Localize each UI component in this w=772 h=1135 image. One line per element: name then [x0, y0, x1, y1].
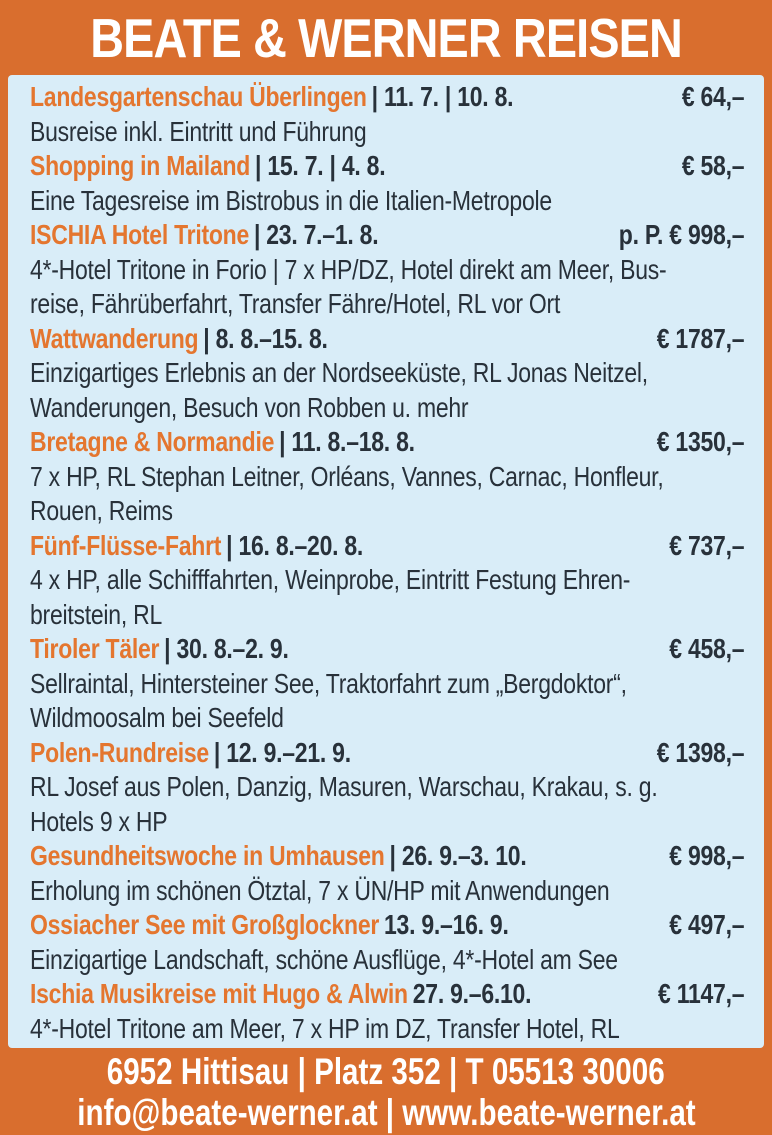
offers-list: Landesgartenschau Überlingen | 11. 7. | 1…: [30, 80, 745, 1046]
offer-price: € 1350,–: [656, 426, 745, 457]
offer-description: RL Josef aus Polen, Danzig, Masuren, War…: [30, 771, 658, 837]
offer-title: Polen-Rundreise: [30, 736, 209, 768]
offer-item: Fünf-Flüsse-Fahrt | 16. 8.–20. 8. € 737,–…: [30, 529, 745, 633]
offer-title-row: Shopping in Mailand | 15. 7. | 4. 8. € 58…: [30, 149, 745, 184]
offer-title-row: Ossiacher See mit Großglockner 13. 9.–16.…: [30, 908, 745, 943]
offer-item: Gesundheitswoche in Umhausen | 26. 9.–3. …: [30, 839, 745, 908]
offer-description: Einzigartiges Erlebnis an der Nordseeküs…: [30, 357, 648, 423]
offers-panel: Landesgartenschau Überlingen | 11. 7. | 1…: [8, 75, 764, 1048]
offer-description: 4*-Hotel Tritone in Forio | 7 x HP/DZ, H…: [30, 253, 667, 320]
offer-title: Shopping in Mailand: [30, 150, 251, 181]
offer-price: € 737,–: [669, 529, 745, 561]
offer-item: ISCHIA Hotel Tritone | 23. 7.–1. 8. p. P.…: [30, 218, 745, 322]
offer-price: € 64,–: [681, 81, 745, 112]
offer-item: Bretagne & Normandie | 11. 8.–18. 8. € 13…: [30, 425, 745, 529]
offer-title: Fünf-Flüsse-Fahrt: [30, 529, 222, 561]
offer-title-row: Landesgartenschau Überlingen | 11. 7. | 1…: [30, 80, 745, 115]
footer-band: 6952 Hittisau | Platz 352 | T 05513 3000…: [0, 1048, 772, 1135]
offer-description: Eine Tagesreise im Bistrobus in die Ital…: [30, 184, 552, 216]
header-band: BEATE & WERNER REISEN: [0, 0, 772, 75]
offer-dates: | 8. 8.–15. 8.: [203, 322, 328, 354]
footer-contact: info@beate-werner.at | www.beate-werner.…: [76, 1091, 696, 1133]
offer-description: Sellraintal, Hintersteiner See, Traktorf…: [30, 667, 627, 734]
offer-dates: | 11. 7. | 10. 8.: [371, 81, 514, 112]
offer-dates: | 15. 7. | 4. 8.: [255, 150, 386, 181]
offer-title-row: Fünf-Flüsse-Fahrt | 16. 8.–20. 8. € 737,–: [30, 529, 745, 564]
offer-price: € 1787,–: [656, 322, 745, 354]
offer-dates: 13. 9.–16. 9.: [383, 909, 509, 940]
offer-dates: | 30. 8.–2. 9.: [164, 633, 289, 664]
offer-title-row: Ischia Musikreise mit Hugo & Alwin 27. 9.…: [30, 977, 745, 1012]
offer-title: Wattwanderung: [30, 322, 199, 354]
offer-title: Bretagne & Normandie: [30, 426, 275, 457]
offer-price: € 458,–: [669, 633, 745, 664]
offer-dates: | 12. 9.–21. 9.: [213, 736, 351, 768]
offer-dates: | 16. 8.–20. 8.: [226, 529, 364, 561]
offer-price: € 998,–: [669, 840, 745, 871]
offer-title-row: Polen-Rundreise | 12. 9.–21. 9. € 1398,–: [30, 736, 745, 771]
offer-item: Polen-Rundreise | 12. 9.–21. 9. € 1398,– …: [30, 736, 745, 840]
offer-item: Landesgartenschau Überlingen | 11. 7. | 1…: [30, 80, 745, 149]
offer-price: p. P. € 998,–: [618, 219, 745, 250]
offer-title-row: Gesundheitswoche in Umhausen | 26. 9.–3. …: [30, 839, 745, 874]
offer-item: Wattwanderung | 8. 8.–15. 8. € 1787,– Ein…: [30, 322, 745, 426]
offer-title: Landesgartenschau Überlingen: [30, 81, 367, 112]
offer-dates: | 11. 8.–18. 8.: [279, 426, 415, 457]
offer-item: Ischia Musikreise mit Hugo & Alwin 27. 9.…: [30, 977, 745, 1046]
agency-name: BEATE & WERNER REISEN: [90, 6, 683, 69]
offer-description: 4 x HP, alle Schifffahrten, Weinprobe, E…: [30, 564, 631, 630]
offer-title: ISCHIA Hotel Tritone: [30, 219, 250, 250]
offer-dates: 27. 9.–6.10.: [412, 978, 532, 1009]
offer-description: Erholung im schönen Ötztal, 7 x ÜN/HP mi…: [30, 874, 610, 906]
footer-address: 6952 Hittisau | Platz 352 | T 05513 3000…: [107, 1050, 665, 1092]
offer-title: Ischia Musikreise mit Hugo & Alwin: [30, 978, 408, 1009]
offer-dates: | 26. 9.–3. 10.: [389, 840, 527, 871]
offer-description: Einzigartige Landschaft, schöne Ausflüge…: [30, 943, 618, 975]
offer-title-row: Tiroler Täler | 30. 8.–2. 9. € 458,–: [30, 632, 745, 667]
offer-item: Ossiacher See mit Großglockner 13. 9.–16.…: [30, 908, 745, 977]
offer-price: € 497,–: [669, 909, 745, 940]
offer-title: Ossiacher See mit Großglockner: [30, 909, 380, 940]
offer-title: Gesundheitswoche in Umhausen: [30, 840, 385, 871]
offer-description: 7 x HP, RL Stephan Leitner, Orléans, Van…: [30, 460, 664, 527]
offer-item: Shopping in Mailand | 15. 7. | 4. 8. € 58…: [30, 149, 745, 218]
offer-dates: | 23. 7.–1. 8.: [253, 219, 379, 250]
offer-title-row: Wattwanderung | 8. 8.–15. 8. € 1787,–: [30, 322, 745, 357]
offer-title: Tiroler Täler: [30, 633, 160, 664]
offer-description: Busreise inkl. Eintritt und Führung: [30, 115, 367, 147]
offer-description: 4*-Hotel Tritone am Meer, 7 x HP im DZ, …: [30, 1012, 620, 1044]
offer-price: € 1398,–: [656, 736, 745, 768]
offer-item: Tiroler Täler | 30. 8.–2. 9. € 458,– Sell…: [30, 632, 745, 736]
offer-title-row: Bretagne & Normandie | 11. 8.–18. 8. € 13…: [30, 425, 745, 460]
offer-price: € 58,–: [681, 150, 745, 181]
offer-price: € 1147,–: [658, 978, 745, 1009]
offer-title-row: ISCHIA Hotel Tritone | 23. 7.–1. 8. p. P.…: [30, 218, 745, 253]
